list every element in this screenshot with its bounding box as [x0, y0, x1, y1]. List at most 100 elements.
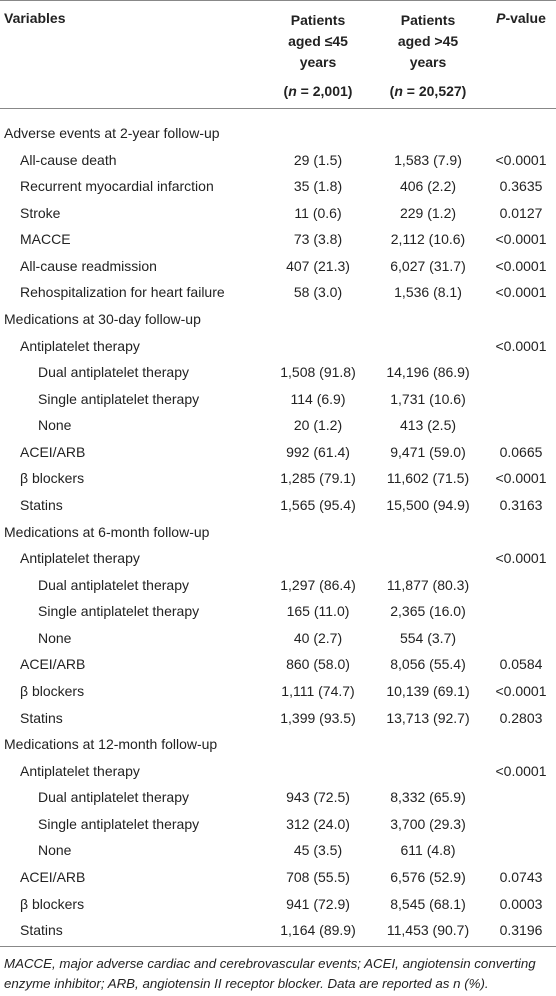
header-text: years [299, 54, 337, 70]
header-part: -value [505, 10, 546, 26]
header-text: years [409, 54, 447, 70]
cell: 165 (11.0) [286, 603, 350, 620]
header-n-part: ( [283, 83, 289, 99]
cell: 0.2803 [499, 709, 543, 726]
cell: 0.0665 [499, 443, 543, 460]
cell: 1,164 (89.9) [280, 922, 356, 939]
cell: 992 (61.4) [286, 443, 350, 460]
cell: 11,877 (80.3) [386, 576, 470, 593]
cell: 860 (58.0) [286, 656, 350, 673]
row-label: Medications at 12-month follow-up [4, 736, 218, 753]
cell: 1,508 (91.8) [280, 364, 356, 381]
cell: 1,285 (79.1) [280, 470, 356, 487]
cell: 0.0584 [499, 656, 543, 673]
cell: <0.0001 [495, 762, 547, 779]
cell: 0.0127 [499, 204, 543, 221]
row-label: β blockers [20, 470, 85, 487]
cell: <0.0001 [495, 151, 547, 168]
row-label: Medications at 30-day follow-up [4, 310, 201, 327]
cell: 29 (1.5) [293, 151, 343, 168]
row-label: Single antiplatelet therapy [38, 390, 200, 407]
cell: 407 (21.3) [286, 257, 350, 274]
header-text: Variables [4, 10, 66, 26]
row-label: Statins [20, 496, 63, 513]
row-label: Rehospitalization for heart failure [20, 284, 225, 301]
header-text: Patients [290, 12, 346, 28]
cell: 406 (2.2) [399, 178, 457, 195]
cell: 20 (1.2) [293, 417, 343, 434]
cell: <0.0001 [495, 337, 547, 354]
cell: 1,297 (86.4) [280, 576, 356, 593]
cell: 11,602 (71.5) [386, 470, 470, 487]
row-label: Statins [20, 922, 63, 939]
row-label: Dual antiplatelet therapy [38, 576, 189, 593]
row-label: All-cause readmission [20, 257, 157, 274]
cell: 6,576 (52.9) [390, 868, 466, 885]
cell: 8,545 (68.1) [390, 895, 466, 912]
row-label: MACCE [20, 231, 71, 248]
cell: 0.3635 [499, 178, 543, 195]
cell: 73 (3.8) [293, 231, 343, 248]
cell: 708 (55.5) [286, 868, 350, 885]
cell: 3,700 (29.3) [390, 815, 466, 832]
header-text: aged ≤45 [288, 33, 348, 49]
header-text: Patients [400, 12, 456, 28]
row-label: Antiplatelet therapy [20, 337, 140, 354]
cell: 413 (2.5) [399, 417, 457, 434]
row-label: ACEI/ARB [20, 656, 86, 673]
header-n-part: = 2,001) [296, 83, 353, 99]
cell: 114 (6.9) [290, 390, 346, 407]
row-label: β blockers [20, 682, 85, 699]
cell: 554 (3.7) [399, 629, 457, 646]
cell: 6,027 (31.7) [390, 257, 466, 274]
cell: 1,399 (93.5) [280, 709, 356, 726]
row-label: Antiplatelet therapy [20, 550, 140, 567]
header-n-part: = 20,527) [402, 83, 467, 99]
cell: 0.0003 [499, 895, 543, 912]
header-n: (n = 20,527) [390, 82, 467, 100]
cell: <0.0001 [495, 257, 547, 274]
cell: 0.3196 [499, 922, 543, 939]
row-label: Antiplatelet therapy [20, 762, 140, 779]
cell: 58 (3.0) [293, 284, 343, 301]
bottom-rule [0, 946, 556, 947]
header-n-part: ( [389, 83, 395, 99]
header-rule [0, 108, 556, 109]
cell: 14,196 (86.9) [386, 364, 470, 381]
row-label: None [38, 629, 72, 646]
cell: 1,111 (74.7) [281, 682, 355, 699]
cell: <0.0001 [495, 682, 547, 699]
cell: 13,713 (92.7) [386, 709, 470, 726]
row-label: All-cause death [20, 151, 117, 168]
header-part: P [496, 10, 506, 26]
row-label: Single antiplatelet therapy [38, 815, 200, 832]
header-n-part: n [288, 83, 297, 99]
cell: 11,453 (90.7) [386, 922, 470, 939]
cell: 0.3163 [499, 496, 543, 513]
cell: 15,500 (94.9) [386, 496, 470, 513]
row-label: ACEI/ARB [20, 868, 86, 885]
cell: 11 (0.6) [294, 204, 342, 221]
row-label: Dual antiplatelet therapy [38, 364, 189, 381]
cell: 611 (4.8) [400, 842, 456, 859]
cell: <0.0001 [495, 550, 547, 567]
row-label: β blockers [20, 895, 85, 912]
cell: 8,332 (65.9) [390, 789, 466, 806]
header-n-part: n [394, 83, 403, 99]
row-label: Dual antiplatelet therapy [38, 789, 189, 806]
cell: <0.0001 [495, 470, 547, 487]
row-label: ACEI/ARB [20, 443, 86, 460]
row-label: Medications at 6-month follow-up [4, 523, 210, 540]
header-text: P-value [496, 9, 546, 27]
cell: 943 (72.5) [286, 789, 350, 806]
row-label: Statins [20, 709, 63, 726]
cell: 1,583 (7.9) [394, 151, 462, 168]
cell: 9,471 (59.0) [390, 443, 466, 460]
cell: 35 (1.8) [293, 178, 343, 195]
cell: 40 (2.7) [293, 629, 343, 646]
row-label: None [38, 417, 72, 434]
cell: 2,365 (16.0) [390, 603, 466, 620]
cell: 0.0743 [499, 868, 543, 885]
cell: 2,112 (10.6) [390, 231, 466, 248]
